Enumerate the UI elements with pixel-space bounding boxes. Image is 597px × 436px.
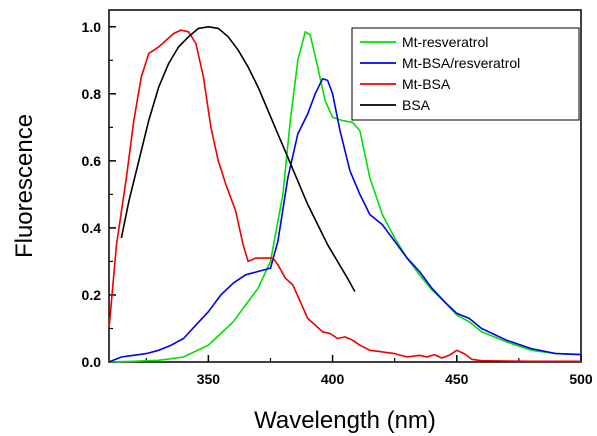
y-tick-label: 0.0	[82, 354, 102, 370]
legend: Mt-resveratrol Mt-BSA/resveratrol Mt-BSA BS…	[351, 27, 580, 121]
x-tick-label: 500	[569, 371, 593, 387]
x-tick-label: 450	[445, 371, 469, 387]
y-axis-label: Fluorescence	[11, 114, 38, 258]
series-lines	[108, 26, 582, 363]
y-tick-label: 0.8	[82, 86, 102, 102]
y-axis-ticks: 0.0 0.2 0.4 0.6 0.8 1.0	[82, 19, 116, 370]
series-line-mt-resveratrol	[108, 31, 582, 363]
x-tick-label: 400	[321, 371, 345, 387]
series-line-bsa	[120, 26, 356, 292]
x-axis-ticks: 350 400 450 500	[145, 355, 593, 387]
plot-frame	[108, 9, 582, 363]
y-tick-label: 0.4	[82, 220, 102, 236]
x-tick-label: 350	[197, 371, 221, 387]
y-tick-label: 1.0	[82, 19, 102, 35]
y-tick-label: 0.6	[82, 153, 102, 169]
series-line-mt-bsa	[108, 29, 581, 363]
series-line-mt-bsa-resveratrol	[108, 77, 582, 363]
legend-label-mt-resveratrol: Mt-resveratrol	[402, 34, 488, 50]
legend-label-mt-bsa-resveratrol: Mt-BSA/resveratrol	[402, 55, 520, 71]
x-axis-label: Wavelength (nm)	[254, 407, 436, 434]
legend-label-bsa: BSA	[402, 97, 431, 113]
legend-label-mt-bsa: Mt-BSA	[402, 76, 451, 92]
y-tick-label: 0.2	[82, 287, 102, 303]
